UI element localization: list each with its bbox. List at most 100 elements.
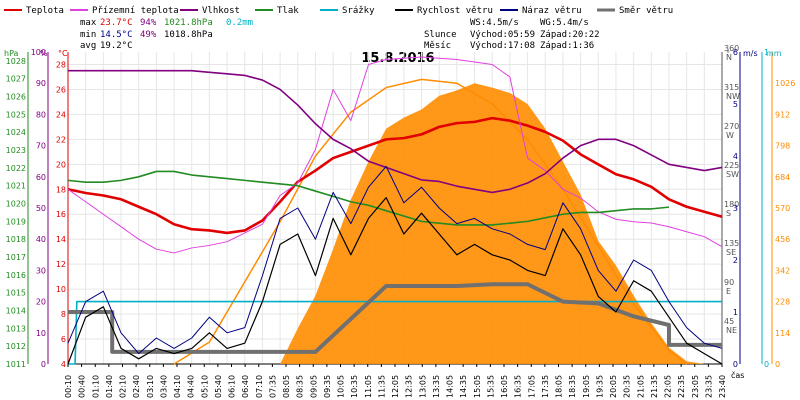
hpa-tick-label: 1015 — [6, 289, 26, 298]
temp-tick-label: 16 — [56, 210, 66, 219]
legend-item-rychlost-vetru: Rychlost větru — [395, 6, 493, 16]
x-tick-label: 03:40 — [159, 375, 168, 398]
dir-tick-label: 135 — [724, 239, 739, 248]
legend-label: Srážky — [342, 6, 375, 16]
x-tick-label: 20:05 — [609, 375, 618, 398]
temp-tick-label: 6 — [61, 335, 66, 344]
hpa-tick-label: 1027 — [6, 75, 26, 84]
temp-tick-label: 18 — [56, 185, 66, 194]
x-axis-ticks: 00:10 00:40 01:10 01:40 02:10 02:40 03:10 03:40… — [64, 364, 727, 398]
x-tick-label: 18:35 — [568, 375, 577, 398]
temp-unit-label: °C — [58, 49, 68, 58]
x-tick-label: 04:10 — [173, 375, 182, 398]
moon-set: Západ:1:36 — [540, 41, 594, 51]
ms-tick-label: 0 — [733, 360, 738, 369]
x-tick-label: 16:05 — [500, 375, 509, 398]
x-tick-label: 01:10 — [91, 375, 100, 398]
series-line-vlhkost — [68, 69, 723, 194]
solar-tick-label: 228 — [775, 298, 790, 307]
hpa-tick-label: 1014 — [6, 307, 26, 316]
time-axis-label: čas — [731, 370, 744, 380]
legend-item-naraz-vetru: Náraz větru — [500, 6, 582, 16]
x-tick-label: 22:35 — [677, 375, 686, 398]
hpa-tick-label: 1013 — [6, 324, 26, 333]
wind-gust-info: WG:5.4m/s — [540, 18, 589, 28]
x-tick-label: 07:35 — [268, 375, 277, 398]
x-tick-label: 20:35 — [623, 375, 632, 398]
legend-item-smer-vetru: Směr větru — [597, 6, 673, 16]
pct-tick-label: 90 — [36, 79, 46, 88]
pct-unit-label: % — [40, 49, 48, 58]
x-tick-label: 05:40 — [214, 375, 223, 398]
ms-tick-label: 2 — [733, 256, 738, 265]
x-tick-label: 08:05 — [282, 375, 291, 398]
pct-tick-label: 0 — [41, 360, 46, 369]
hpa-tick-label: 1011 — [6, 360, 26, 369]
hpa-tick-label: 1020 — [6, 200, 26, 209]
x-tick-label: 09:05 — [309, 375, 318, 398]
hpa-tick-label: 1022 — [6, 164, 26, 173]
legend-label: Vlhkost — [202, 6, 240, 16]
hpa-tick-label: 1024 — [6, 128, 26, 137]
hpa-tick-label: 1028 — [6, 57, 26, 66]
x-tick-label: 12:35 — [405, 375, 414, 398]
temp-tick-label: 10 — [56, 285, 66, 294]
stats-min-temp: 14.5°C — [100, 30, 133, 40]
pct-tick-label: 100 — [31, 48, 46, 57]
series-line-tlak — [67, 170, 670, 226]
x-tick-label: 15:35 — [486, 375, 495, 398]
x-tick-label: 14:35 — [459, 375, 468, 398]
hpa-tick-label: 1018 — [6, 235, 26, 244]
ms-tick-label: 4 — [733, 152, 738, 161]
legend-label: Teplota — [26, 6, 64, 16]
hpa-tick-label: 1019 — [6, 217, 26, 226]
stats-min-hum: 49% — [140, 30, 157, 40]
ms-unit-label: m/s — [743, 49, 758, 58]
temp-tick-label: 28 — [56, 60, 66, 69]
moon-label: Měsíc — [424, 41, 451, 51]
series-line-sr-ky — [68, 300, 722, 365]
temp-tick-label: 20 — [56, 160, 66, 169]
temp-tick-label: 12 — [56, 260, 66, 269]
dir-tick-label: 270 — [724, 122, 739, 131]
stats-max-press: 1021.8hPa — [164, 18, 213, 28]
x-tick-label: 03:10 — [146, 375, 155, 398]
hpa-tick-label: 1017 — [6, 253, 26, 262]
stats-min-label: min — [80, 30, 96, 40]
x-tick-label: 07:10 — [255, 375, 264, 398]
x-tick-label: 00:10 — [64, 375, 73, 398]
hpa-tick-label: 1025 — [6, 110, 26, 119]
stats-max-rain: 0.2mm — [226, 18, 253, 28]
wind-speed-info: WS:4.5m/s — [470, 18, 519, 28]
stats-avg-temp: 19.2°C — [100, 41, 133, 51]
stats-max-hum: 94% — [140, 18, 157, 28]
legend-label: Rychlost větru — [417, 6, 493, 16]
sun-label: Slunce — [424, 30, 457, 40]
sun-set: Západ:20:22 — [540, 30, 600, 40]
series-line-teplota — [67, 116, 723, 235]
sun-moon-info: WS:4.5m/s WG:5.4m/s Slunce Východ:05:59 … — [424, 18, 600, 51]
solar-theoretical-line — [173, 78, 688, 365]
series-line-rychlost-v-tru — [67, 197, 723, 365]
x-tick-label: 13:35 — [432, 375, 441, 398]
solar-tick-label: 342 — [775, 266, 790, 275]
hpa-unit-label: hPa — [4, 49, 19, 58]
x-tick-label: 19:05 — [582, 375, 591, 398]
ms-tick-label: 5 — [733, 100, 738, 109]
hpa-tick-label: 1012 — [6, 342, 26, 351]
x-tick-label: 21:05 — [636, 375, 645, 398]
mm-tick-label: 0 — [764, 360, 769, 369]
ms-tick-label: 3 — [733, 204, 738, 213]
solar-tick-label: 1026 — [775, 79, 795, 88]
axis-units: hPa % °C ° m/s mm čas — [4, 49, 782, 380]
legend-item-vlhkost: Vlhkost — [180, 6, 240, 16]
dir-cardinal-label: N — [726, 53, 732, 62]
solar-tick-label: 0 — [775, 360, 780, 369]
x-tick-label: 17:05 — [527, 375, 536, 398]
pct-tick-label: 10 — [36, 329, 46, 338]
x-tick-label: 19:35 — [595, 375, 604, 398]
solar-tick-label: 798 — [775, 142, 790, 151]
legend-item-tlak: Tlak — [255, 6, 299, 16]
dir-cardinal-label: NW — [726, 92, 740, 101]
